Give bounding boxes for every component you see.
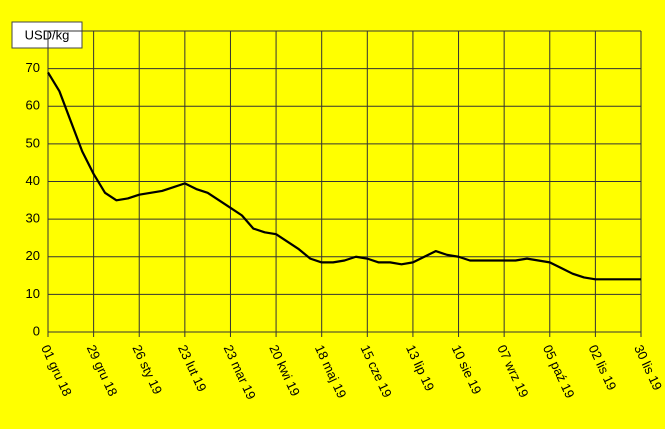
y-tick-label: 10	[26, 286, 40, 301]
unit-box	[11, 21, 83, 49]
y-tick-label: 30	[26, 211, 40, 226]
y-tick-label: 50	[26, 135, 40, 150]
y-tick-label: 20	[26, 248, 40, 263]
y-axis-label: USD/kg	[25, 27, 70, 42]
data-line	[47, 71, 641, 281]
y-tick-label: 60	[26, 98, 40, 113]
y-tick-label: 40	[26, 173, 40, 188]
y-tick-label: 70	[26, 60, 40, 75]
y-tick-label: 0	[33, 323, 40, 338]
